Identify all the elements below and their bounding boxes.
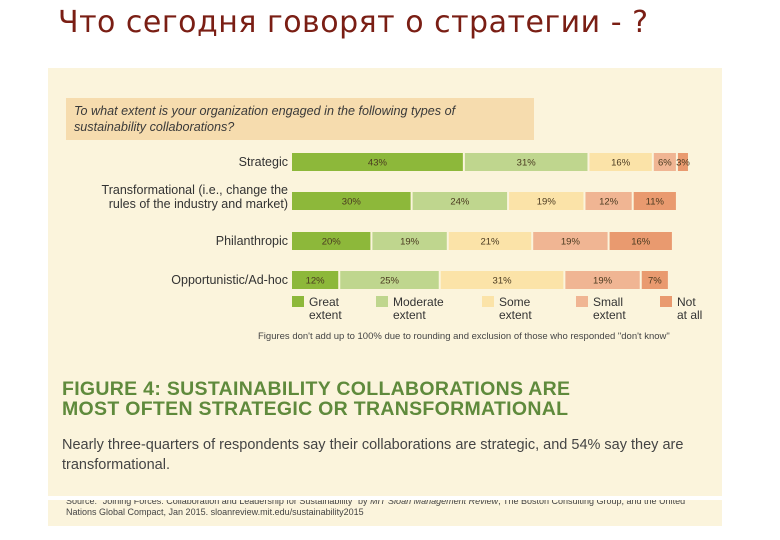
chart-footnote: Figures don't add up to 100% due to roun… <box>258 331 670 342</box>
legend-label: Great extent <box>309 295 342 322</box>
source-prefix: Source: "Joining Forces: Collaboration a… <box>66 496 371 506</box>
bar-segment <box>440 271 564 289</box>
bar-segment <box>292 153 463 171</box>
bar-segment <box>412 192 508 210</box>
bar-segment <box>464 153 588 171</box>
data-label: 24% <box>450 197 470 208</box>
data-label: 19% <box>400 237 420 248</box>
data-label: 31% <box>517 158 537 169</box>
legend-label-line: extent <box>593 308 626 322</box>
data-label: 25% <box>380 276 400 287</box>
bar-segment <box>677 153 688 171</box>
category-label: Transformational (i.e., change the rules … <box>102 183 288 211</box>
legend-swatch <box>660 296 672 307</box>
legend-label-line: extent <box>309 308 342 322</box>
bar-segment <box>533 232 608 250</box>
bar-segment <box>292 232 371 250</box>
data-label: 12% <box>599 197 619 208</box>
data-label: 21% <box>480 237 500 248</box>
legend-label-line: extent <box>393 308 426 322</box>
figure-panel: To what extent is your organization enga… <box>48 68 722 526</box>
legend-label-line: Great <box>309 295 340 309</box>
data-label: 19% <box>561 237 581 248</box>
figure-title: FIGURE 4: SUSTAINABILITY COLLABORATIONS … <box>62 379 570 419</box>
category-label: Strategic <box>239 155 288 169</box>
figure-title-line-2: MOST OFTEN STRATEGIC OR TRANSFORMATIONAL <box>62 398 569 420</box>
data-label: 16% <box>611 158 631 169</box>
data-label: 11% <box>646 197 665 208</box>
legend-label: Not at all <box>677 295 702 322</box>
legend-label: Some extent <box>499 295 532 322</box>
bar-segment <box>633 192 676 210</box>
bar-segment <box>609 232 672 250</box>
data-label: 19% <box>537 197 557 208</box>
figure-summary: Nearly three-quarters of respondents say… <box>62 437 684 473</box>
category-label-line: rules of the industry and market) <box>109 197 288 211</box>
divider-line <box>48 496 722 500</box>
figure-title-line-1: FIGURE 4: SUSTAINABILITY COLLABORATIONS … <box>62 378 571 400</box>
source-publication: MIT Sloan Management Review <box>370 496 499 506</box>
survey-question: To what extent is your organization enga… <box>74 104 456 134</box>
source-suffix: , The Boston Consulting Group, and the U… <box>66 496 686 517</box>
bar-segment <box>340 271 439 289</box>
legend-label-line: Not <box>677 295 696 309</box>
legend-label: Moderate extent <box>393 295 444 322</box>
legend-label-line: extent <box>499 308 532 322</box>
bar-segment <box>372 232 447 250</box>
bar-segment <box>448 232 532 250</box>
legend-label-line: Moderate <box>393 295 444 309</box>
stacked-bar-chart: Strategic 43% 31% 16% 6% 3% Transformational (… <box>102 153 702 322</box>
legend-label: Small extent <box>593 295 626 322</box>
legend-label-line: Small <box>593 295 623 309</box>
data-label: 20% <box>322 237 342 248</box>
slide-title: Что сегодня говорят о стратегии - ? <box>58 6 649 40</box>
bar-segment <box>509 192 584 210</box>
legend-label-line: Some <box>499 295 531 309</box>
data-label: 3% <box>676 158 690 169</box>
legend-swatch <box>576 296 588 307</box>
bar-segment <box>565 271 640 289</box>
bar-segment <box>585 192 632 210</box>
data-label: 16% <box>631 237 651 248</box>
category-label: Opportunistic/Ad-hoc <box>171 273 288 287</box>
bar-segment <box>589 153 652 171</box>
legend-swatch <box>376 296 388 307</box>
category-label: Philanthropic <box>216 234 288 248</box>
data-label: 12% <box>306 276 326 287</box>
bar-segment <box>292 192 411 210</box>
bar-segment <box>641 271 668 289</box>
legend-swatch <box>292 296 304 307</box>
data-label: 43% <box>368 158 388 169</box>
legend-swatch <box>482 296 494 307</box>
data-label: 7% <box>648 276 662 287</box>
question-box: To what extent is your organization enga… <box>66 98 534 140</box>
data-label: 30% <box>342 197 362 208</box>
data-label: 31% <box>493 276 513 287</box>
data-label: 6% <box>658 158 672 169</box>
legend-label-line: at all <box>677 308 702 322</box>
category-label-line: Transformational (i.e., change the <box>102 183 288 197</box>
data-label: 19% <box>593 276 613 287</box>
figure-source: Source: "Joining Forces: Collaboration a… <box>66 496 716 518</box>
bar-segment <box>292 271 339 289</box>
bar-segment <box>653 153 676 171</box>
